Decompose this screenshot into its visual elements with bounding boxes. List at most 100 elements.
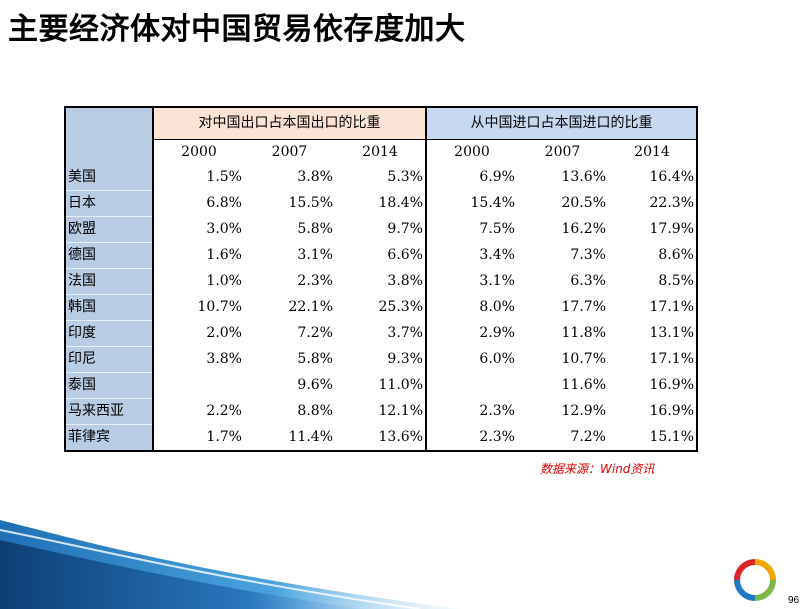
table-corner-cell [65, 107, 154, 165]
export-value-cell: 25.3% [335, 294, 427, 321]
country-cell: 菲律宾 [65, 424, 154, 452]
year-header-export-2007: 2007 [271, 144, 308, 160]
trade-dependency-table-container: 对中国出口占本国出口的比重 从中国进口占本国进口的比重 2000 2007 20… [64, 106, 698, 452]
export-value-cell: 3.8% [206, 351, 242, 367]
import-value-cell: 6.0% [479, 351, 515, 367]
import-value-cell: 11.8% [561, 325, 606, 341]
export-value-cell: 6.6% [335, 242, 427, 269]
import-value-cell: 17.7% [561, 299, 606, 315]
export-value-cell: 2.0% [206, 325, 242, 341]
export-value-cell: 1.0% [206, 273, 242, 289]
import-value-cell: 22.3% [649, 195, 694, 211]
import-value-cell: 8.5% [658, 273, 694, 289]
import-value-cell: 13.1% [649, 325, 694, 341]
year-header-import-2007: 2007 [544, 144, 581, 160]
trade-dependency-table: 对中国出口占本国出口的比重 从中国进口占本国进口的比重 2000 2007 20… [64, 106, 698, 452]
export-value-cell: 18.4% [335, 190, 427, 217]
export-value-cell: 3.8% [335, 268, 427, 295]
import-value-cell: 13.6% [561, 169, 606, 186]
export-value-cell: 1.7% [206, 428, 242, 445]
import-value-cell: 8.6% [658, 247, 694, 263]
import-value-cell: 17.1% [649, 351, 694, 367]
import-value-cell: 15.4% [470, 195, 515, 211]
import-value-cell: 16.9% [649, 377, 694, 393]
page-number: 96 [788, 595, 800, 606]
export-value-cell: 3.0% [206, 221, 242, 237]
export-value-cell: 22.1% [288, 299, 333, 315]
country-cell: 韩国 [65, 294, 154, 321]
import-value-cell: 6.3% [570, 273, 606, 289]
import-value-cell: 7.2% [570, 428, 606, 445]
export-value-cell: 9.6% [297, 377, 333, 393]
export-value-cell: 15.5% [288, 195, 333, 211]
table-row: 印度 2.0% 7.2% 3.7% 2.9% 11.8% 13.1% [65, 320, 697, 347]
import-value-cell: 2.9% [479, 325, 515, 341]
export-value-cell: 13.6% [335, 424, 427, 451]
import-value-cell: 6.9% [479, 169, 515, 186]
country-cell: 日本 [65, 190, 154, 217]
export-value-cell: 11.0% [335, 372, 427, 399]
table-row: 菲律宾 1.7% 11.4% 13.6% 2.3% 7.2% 15.1% [65, 424, 697, 452]
header-row-groups: 对中国出口占本国出口的比重 从中国进口占本国进口的比重 [65, 107, 697, 165]
import-value-cell: 10.7% [561, 351, 606, 367]
import-value-cell: 20.5% [561, 195, 606, 211]
import-value-cell: 16.9% [649, 403, 694, 419]
table-row: 马来西亚 2.2% 8.8% 12.1% 2.3% 12.9% 16.9% [65, 398, 697, 425]
table-row: 欧盟 3.0% 5.8% 9.7% 7.5% 16.2% 17.9% [65, 216, 697, 243]
export-value-cell: 10.7% [197, 299, 242, 315]
export-value-cell: 3.8% [297, 169, 333, 186]
header-row-years: 2000 2007 2014 2000 2007 2014 [65, 139, 697, 165]
data-source-note: 数据来源：Wind资讯 [540, 462, 655, 476]
table-row: 日本 6.8% 15.5% 18.4% 15.4% 20.5% 22.3% [65, 190, 697, 217]
import-value-cell: 17.9% [649, 221, 694, 237]
table-row: 美国 1.5% 3.8% 5.3% 6.9% 13.6% 16.4% [65, 165, 697, 191]
page-title: 主要经济体对中国贸易依存度加大 [8, 12, 466, 47]
table-row: 韩国 10.7% 22.1% 25.3% 8.0% 17.7% 17.1% [65, 294, 697, 321]
import-value-cell: 15.1% [649, 428, 694, 445]
ring-logo-icon [734, 559, 776, 601]
import-value-cell: 16.2% [561, 221, 606, 237]
year-header-export-2000: 2000 [181, 144, 217, 160]
export-value-cell: 1.5% [206, 169, 242, 186]
export-value-cell: 6.8% [206, 195, 242, 211]
export-value-cell: 3.7% [335, 320, 427, 347]
export-value-cell: 5.8% [297, 221, 333, 237]
import-value-cell: 7.5% [479, 221, 515, 237]
export-share-header: 对中国出口占本国出口的比重 [153, 107, 427, 140]
import-value-cell: 11.6% [561, 377, 606, 393]
export-value-cell: 2.2% [206, 403, 242, 419]
table-row: 法国 1.0% 2.3% 3.8% 3.1% 6.3% 8.5% [65, 268, 697, 295]
export-value-cell: 9.3% [335, 346, 427, 373]
import-value-cell: 12.9% [561, 403, 606, 419]
country-cell: 泰国 [65, 372, 154, 399]
export-value-cell: 5.3% [335, 165, 427, 191]
import-value-cell: 2.3% [479, 428, 515, 445]
blue-swoosh-decoration [0, 520, 460, 609]
export-value-cell: 7.2% [297, 325, 333, 341]
country-cell: 马来西亚 [65, 398, 154, 425]
country-cell: 欧盟 [65, 216, 154, 243]
country-cell: 印尼 [65, 346, 154, 373]
import-value-cell: 3.4% [479, 247, 515, 263]
year-header-import-2014: 2014 [634, 144, 670, 160]
country-cell: 法国 [65, 268, 154, 295]
export-value-cell [153, 373, 244, 399]
country-cell: 印度 [65, 320, 154, 347]
year-header-import-2000: 2000 [454, 144, 490, 160]
export-value-cell: 11.4% [288, 428, 333, 445]
import-value-cell: 7.3% [570, 247, 606, 263]
import-value-cell: 3.1% [479, 273, 515, 289]
export-value-cell: 3.1% [297, 247, 333, 263]
import-value-cell: 8.0% [479, 299, 515, 315]
import-value-cell: 17.1% [649, 299, 694, 315]
import-value-cell: 16.4% [649, 169, 694, 186]
export-value-cell: 8.8% [297, 403, 333, 419]
import-share-header: 从中国进口占本国进口的比重 [426, 107, 697, 140]
country-cell: 德国 [65, 242, 154, 269]
year-header-export-2014: 2014 [335, 139, 427, 165]
table-row: 德国 1.6% 3.1% 6.6% 3.4% 7.3% 8.6% [65, 242, 697, 269]
export-value-cell: 1.6% [206, 247, 242, 263]
import-value-cell [426, 373, 517, 399]
export-value-cell: 2.3% [297, 273, 333, 289]
table-row: 印尼 3.8% 5.8% 9.3% 6.0% 10.7% 17.1% [65, 346, 697, 373]
